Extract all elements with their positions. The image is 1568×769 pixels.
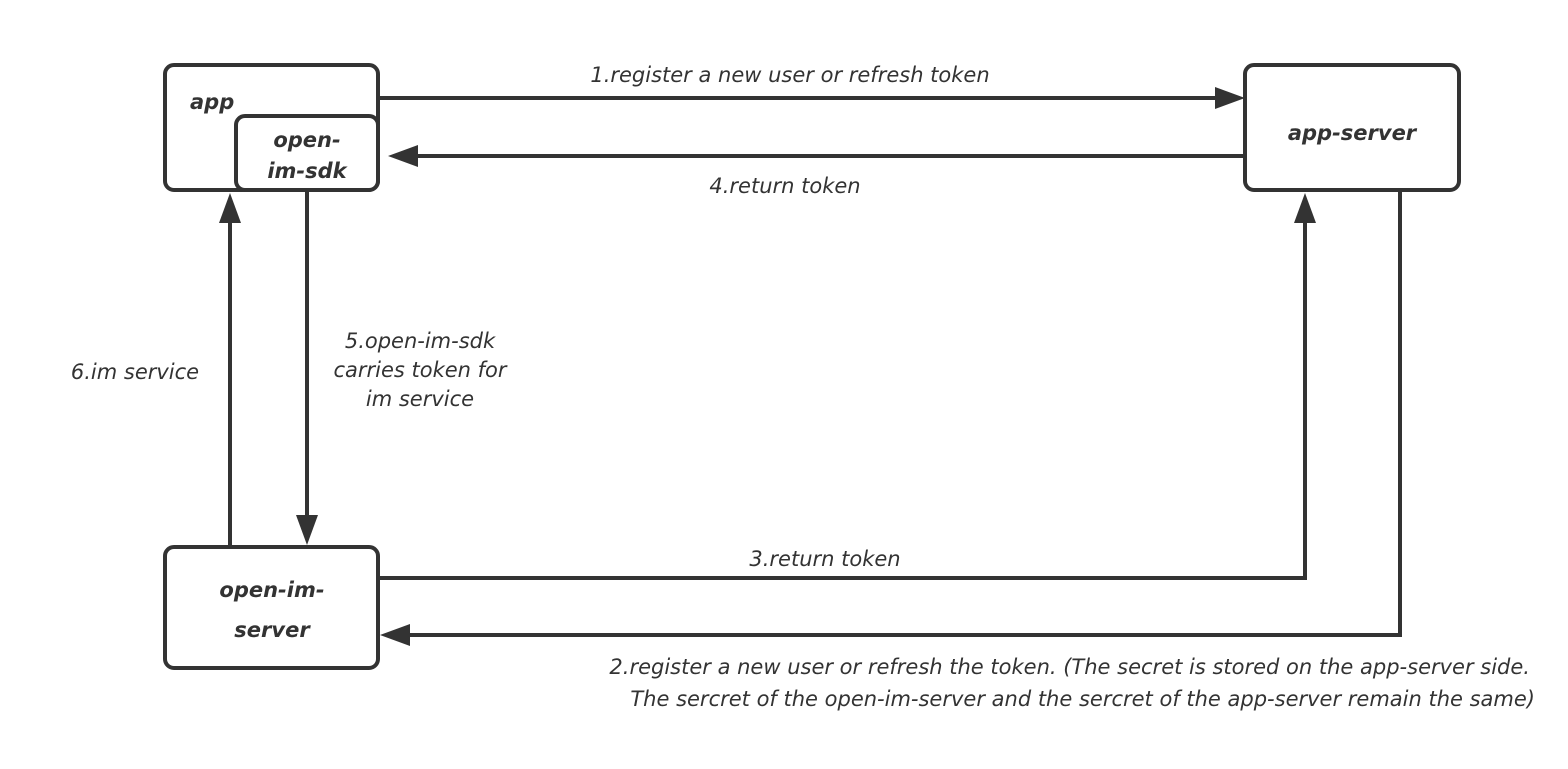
sdk-label-1: open- xyxy=(273,128,340,152)
step2-label-2: The sercret of the open-im-server and th… xyxy=(630,687,1535,711)
edge-step4: 4.return token xyxy=(388,145,1245,198)
open-im-sdk-node: open- im-sdk xyxy=(234,114,380,192)
open-im-server-node: open-im- server xyxy=(163,545,380,670)
sdk-label-2: im-sdk xyxy=(267,159,348,183)
app-server-node: app-server xyxy=(1243,63,1461,192)
arrowhead-icon xyxy=(380,624,410,646)
arrowhead-icon xyxy=(1294,193,1316,223)
edge-step3: 3.return token xyxy=(378,193,1316,580)
edge-step1: 1.register a new user or refresh token xyxy=(378,63,1245,109)
im-server-label-2: server xyxy=(234,618,311,642)
step5-label-3: im service xyxy=(366,387,474,411)
edge-step6: 6.im service xyxy=(71,193,241,547)
step4-label: 4.return token xyxy=(709,174,860,198)
arrowhead-icon xyxy=(219,193,241,223)
step5-label-2: carries token for xyxy=(333,358,507,382)
arrowhead-icon xyxy=(388,145,418,167)
edge-step2: 2.register a new user or refresh the tok… xyxy=(380,190,1535,711)
edge-step5: 5.open-im-sdk carries token for im servi… xyxy=(296,190,508,545)
step3-label: 3.return token xyxy=(749,547,900,571)
arrowhead-icon xyxy=(1215,87,1245,109)
step5-label-1: 5.open-im-sdk xyxy=(345,329,496,353)
app-label: app xyxy=(190,90,234,114)
step6-label: 6.im service xyxy=(71,360,199,384)
arrowhead-icon xyxy=(296,515,318,545)
im-server-label-1: open-im- xyxy=(219,578,324,602)
app-server-label: app-server xyxy=(1288,121,1418,145)
step2-label-1: 2.register a new user or refresh the tok… xyxy=(609,655,1530,679)
step1-label: 1.register a new user or refresh token xyxy=(590,63,989,87)
